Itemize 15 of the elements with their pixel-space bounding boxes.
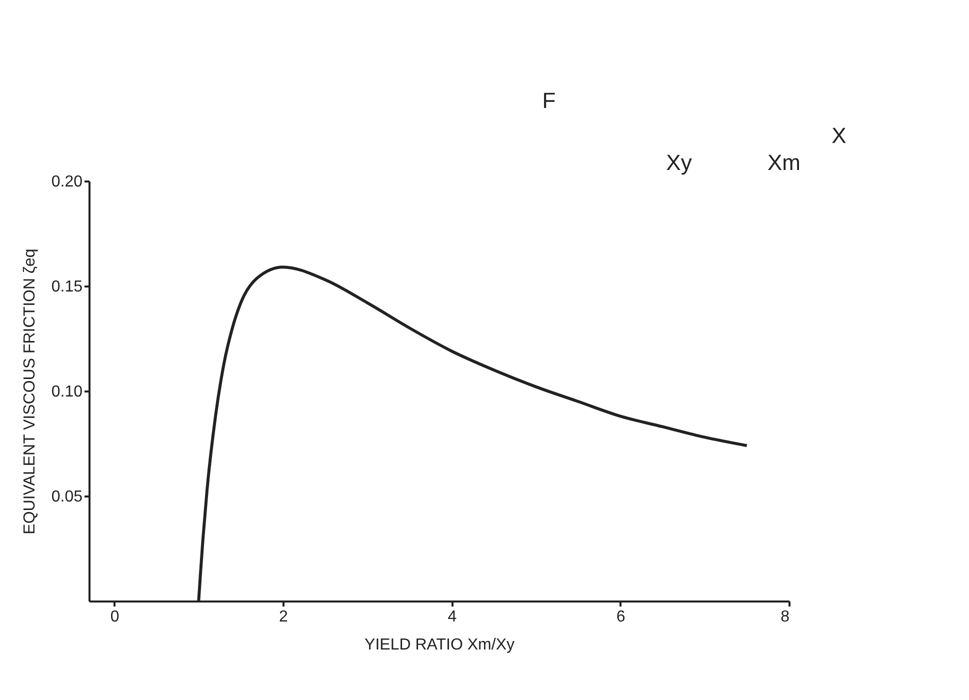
x-tick-label: 6	[616, 608, 626, 626]
y-tick-label: 0.20	[51, 174, 83, 190]
y-tick-label: 0.10	[51, 384, 83, 400]
y-tick-label: 0.15	[51, 278, 83, 296]
x-tick-label: 8	[780, 608, 790, 626]
text: X	[832, 123, 847, 148]
y-tick-label: 0.05	[51, 488, 83, 506]
x-axis-title: YIELD RATIO Xm/Xy	[364, 636, 514, 654]
text: Xy	[666, 150, 692, 175]
text: Xm	[768, 150, 800, 175]
x-tick-label: 0	[110, 608, 120, 626]
x-tick-label: 4	[448, 608, 457, 626]
text: F	[542, 88, 556, 113]
x-tick-label: 2	[279, 608, 288, 626]
y-axis-title: EQUIVALENT VISCOUS FRICTION ζeq	[21, 248, 38, 534]
